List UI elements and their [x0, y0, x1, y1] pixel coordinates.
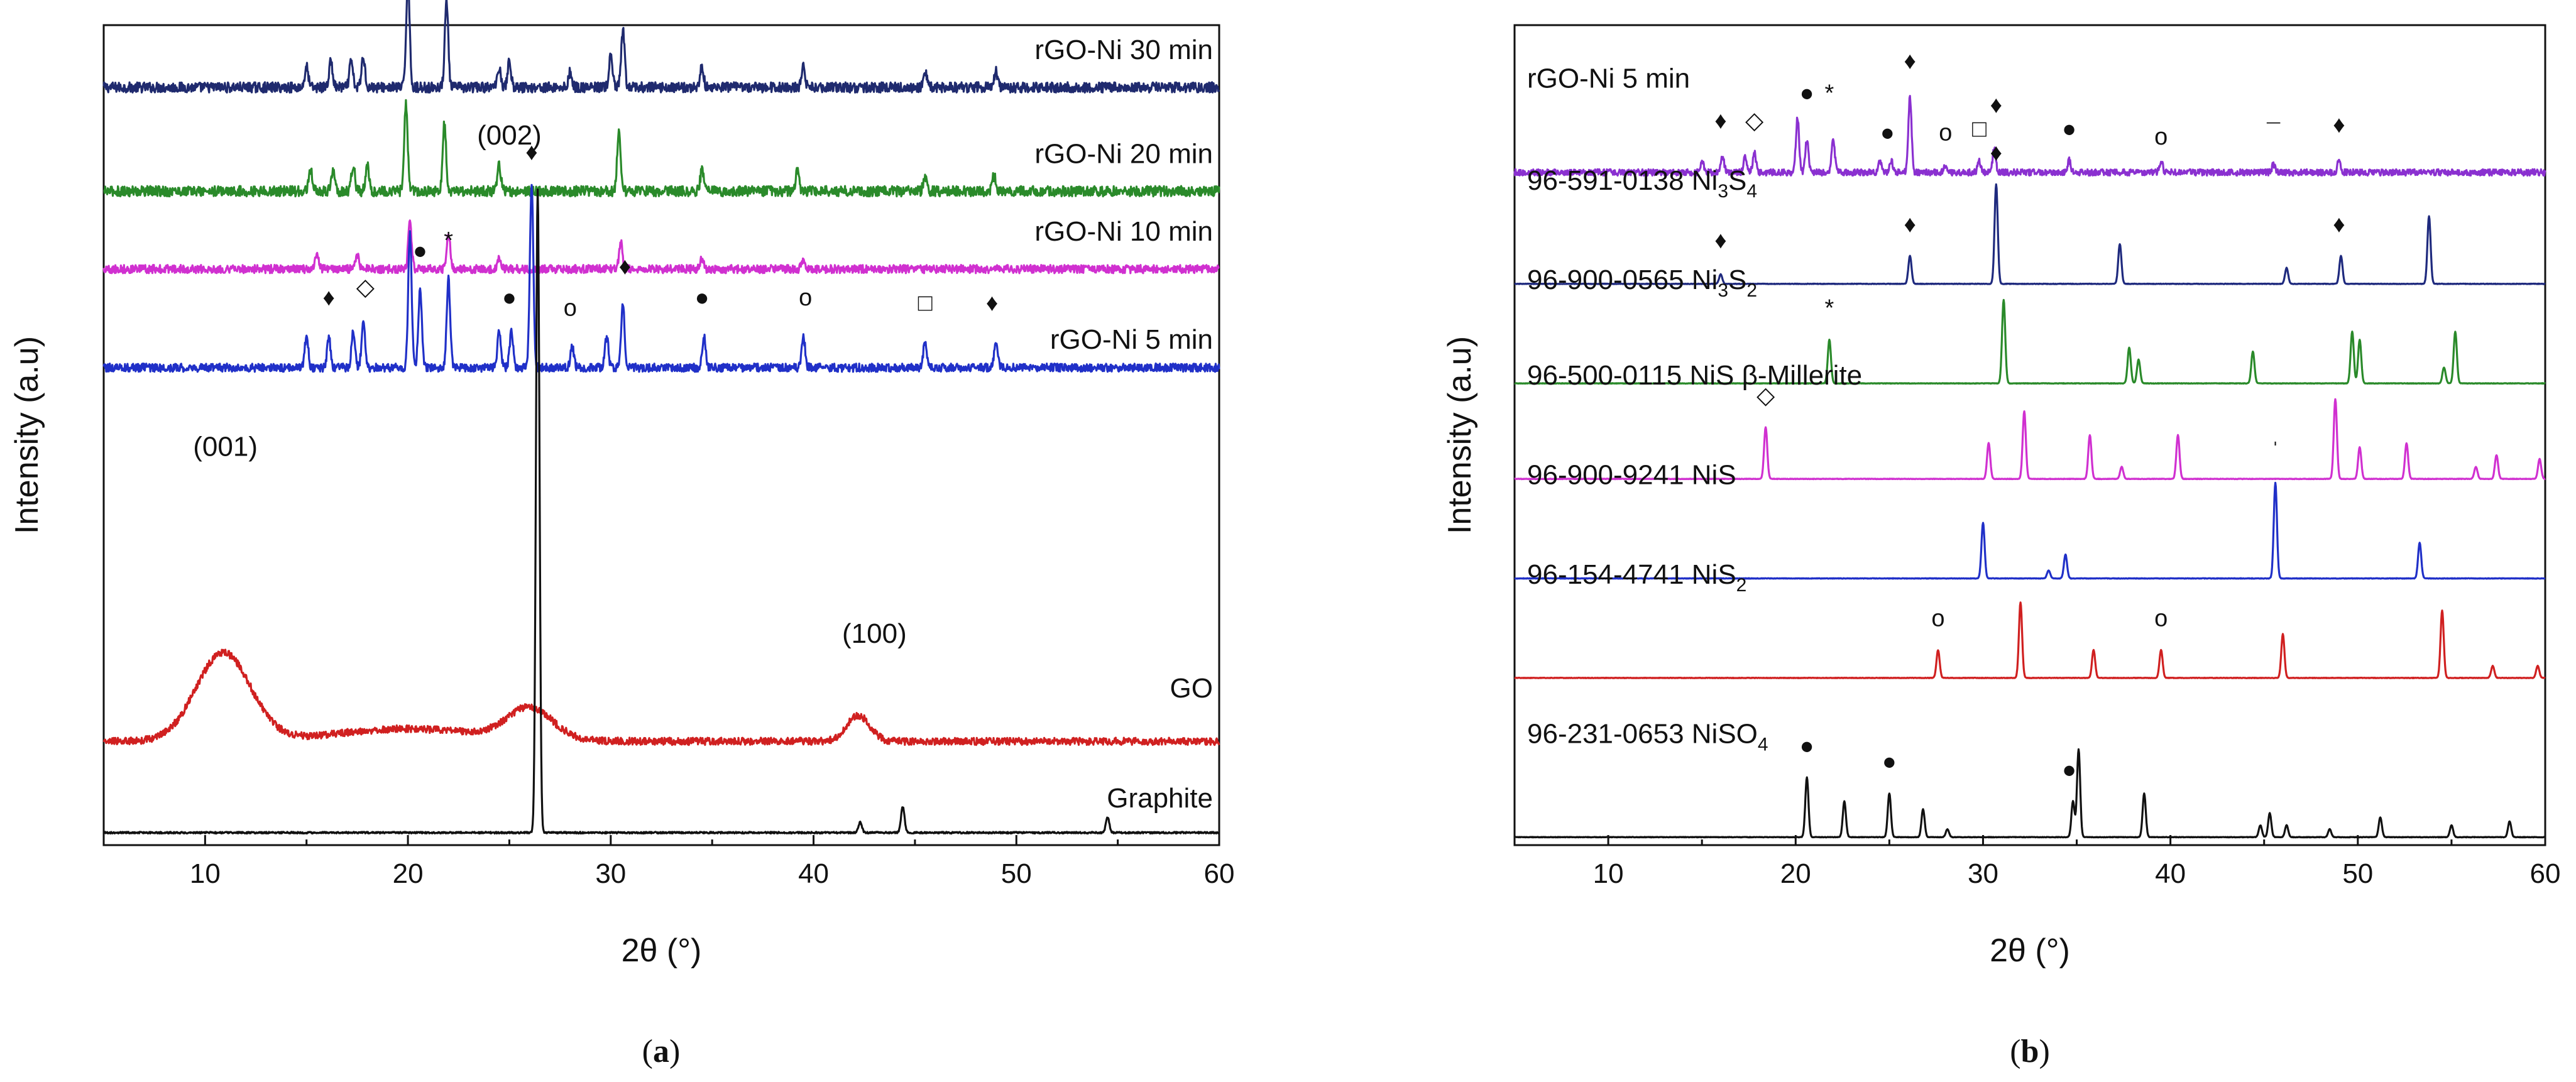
- phase-marker: ♦: [619, 253, 631, 280]
- phase-marker: ●: [2062, 116, 2076, 142]
- series-label: rGO-Ni 20 min: [1034, 138, 1213, 169]
- phase-marker: o: [1931, 606, 1944, 632]
- peak-annotation: (001): [193, 432, 258, 462]
- series-label: rGO-Ni 10 min: [1034, 216, 1213, 247]
- phase-marker: ●: [1800, 733, 1814, 759]
- panel-label: (a): [642, 1034, 681, 1069]
- series-line: [102, 648, 1220, 746]
- phase-marker: □: [1972, 116, 1987, 142]
- series-label: 96-591-0138 Ni3S4: [1527, 165, 1757, 202]
- phase-marker: ♦: [323, 285, 335, 311]
- x-tick-label: 60: [2530, 858, 2561, 889]
- phase-marker: o: [2154, 606, 2168, 632]
- series-line: [102, 0, 1220, 94]
- phase-marker: o: [1939, 120, 1952, 146]
- phase-marker: ♦: [1904, 48, 1916, 75]
- phase-marker: ♦: [1990, 92, 2002, 118]
- x-tick-label: 30: [1968, 858, 1998, 889]
- x-tick-label: 30: [595, 858, 626, 889]
- x-axis-label: 2θ (°): [622, 932, 702, 969]
- phase-marker: ♦: [1714, 227, 1726, 254]
- phase-marker: ♦: [1714, 108, 1726, 134]
- series-label: rGO-Ni 5 min: [1050, 324, 1213, 355]
- series-label: 96-500-0115 NiS β-Millerite: [1527, 360, 1862, 391]
- series-line: [1514, 398, 2546, 481]
- series-line: [1513, 95, 2546, 177]
- x-tick-label: 50: [2342, 858, 2373, 889]
- phase-marker: ♦: [1904, 211, 1916, 238]
- phase-marker: ●: [1800, 80, 1814, 106]
- series-line: [1514, 748, 2546, 839]
- series-line: [102, 219, 1220, 275]
- phase-marker: ◇: [356, 274, 375, 300]
- y-axis-label: Intensity (a.u): [1442, 336, 1478, 534]
- phase-marker: ◇: [1757, 383, 1775, 409]
- phase-marker: *: [1825, 80, 1834, 106]
- phase-marker: ¯: [2266, 120, 2281, 146]
- phase-marker: ♦: [2333, 112, 2345, 138]
- phase-marker: ♦: [525, 139, 537, 166]
- series-label: rGO-Ni 30 min: [1034, 35, 1213, 65]
- series-line: [103, 99, 1220, 198]
- series-line: [1514, 481, 2546, 580]
- peak-annotation: (002): [477, 120, 542, 151]
- series-label: 96-900-0565 Ni3S2: [1527, 265, 1757, 301]
- panel-b-chart: 10 20 30 40 50 60 2θ (°) Intensity (a.u) rGO-Ni …: [1442, 24, 2561, 1069]
- series-label: GO: [1170, 673, 1213, 704]
- series-label: Graphite: [1107, 783, 1213, 814]
- y-axis-label: Intensity (a.u): [9, 336, 45, 534]
- phase-marker: □: [918, 290, 933, 316]
- phase-marker: ●: [1880, 120, 1895, 146]
- series-line: [1514, 601, 2546, 679]
- panel-a-chart: 10 20 30 40 50 60 2θ (°) Intensity (a.u) rGO-Ni …: [9, 0, 1234, 1069]
- x-tick-label: 50: [1001, 858, 1032, 889]
- x-tick-label: 40: [2155, 858, 2186, 889]
- panel-label: (b): [2010, 1034, 2050, 1069]
- phase-marker: ●: [502, 285, 517, 311]
- plot-frame: [102, 24, 1220, 846]
- series-label: 96-231-0653 NiSO4: [1527, 718, 1768, 755]
- peak-annotation: (100): [842, 618, 907, 649]
- phase-marker: o: [799, 285, 812, 311]
- series-line: [1514, 183, 2546, 285]
- phase-marker: ♦: [986, 290, 998, 316]
- phase-marker: ●: [695, 285, 710, 311]
- x-tick-label: 10: [190, 858, 221, 889]
- phase-marker: ●: [1882, 749, 1897, 775]
- x-tick-label: 40: [798, 858, 829, 889]
- series-line: [102, 189, 1220, 835]
- x-tick-label: 20: [1780, 858, 1811, 889]
- x-tick-label: 20: [393, 858, 424, 889]
- series-line: [1514, 298, 2546, 385]
- x-tick-label: 60: [1204, 858, 1235, 889]
- phase-marker: ●: [413, 238, 427, 265]
- x-axis-label: 2θ (°): [1990, 932, 2070, 969]
- phase-marker: *: [444, 227, 453, 254]
- phase-marker: ♦: [2333, 211, 2345, 238]
- plot-frame: [1513, 24, 2546, 846]
- series-label: rGO-Ni 5 min: [1527, 63, 1690, 94]
- phase-marker: o: [2154, 124, 2168, 150]
- phase-marker: *: [1825, 295, 1834, 321]
- series-label: 96-900-9241 NiS: [1527, 460, 1736, 491]
- phase-marker: o: [564, 295, 577, 322]
- phase-marker: ●: [2062, 757, 2076, 783]
- phase-marker: ˈ: [2271, 439, 2279, 465]
- series-label: 96-154-4741 NiS2: [1527, 559, 1746, 596]
- series-line: [102, 183, 1220, 373]
- x-tick-label: 10: [1593, 858, 1624, 889]
- phase-marker: ◇: [1745, 108, 1764, 134]
- phase-marker: ♦: [1990, 139, 2002, 166]
